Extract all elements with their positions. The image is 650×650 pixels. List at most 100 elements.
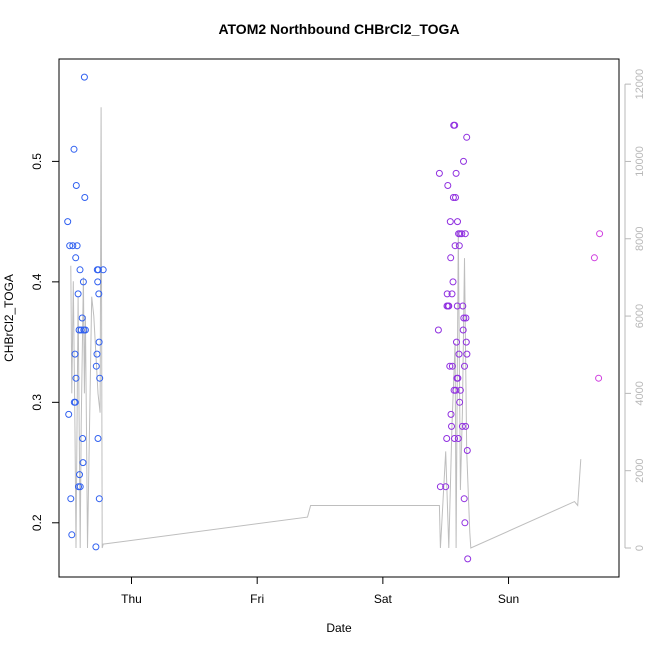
data-point bbox=[452, 194, 459, 201]
data-point bbox=[74, 290, 82, 298]
data-point bbox=[72, 374, 80, 382]
y2-tick-label: 8000 bbox=[634, 227, 646, 251]
data-point bbox=[77, 326, 85, 334]
data-point bbox=[96, 374, 104, 382]
data-point bbox=[64, 218, 72, 226]
data-point bbox=[92, 543, 100, 551]
data-point bbox=[434, 326, 442, 334]
data-point bbox=[442, 483, 450, 491]
data-point bbox=[451, 121, 459, 129]
data-point bbox=[94, 278, 102, 286]
data-point bbox=[463, 447, 471, 454]
data-point bbox=[448, 290, 456, 298]
data-point bbox=[453, 338, 460, 346]
data-point bbox=[595, 374, 603, 382]
x-axis-label: Date bbox=[326, 621, 352, 635]
data-point bbox=[443, 435, 451, 442]
data-point bbox=[454, 374, 462, 382]
y-tick-label: 0.2 bbox=[30, 514, 44, 531]
y-axis-label: CHBrCl2_TOGA bbox=[2, 274, 16, 362]
secondary-series-line bbox=[70, 107, 582, 549]
y-tick-label: 0.3 bbox=[30, 394, 44, 411]
data-point bbox=[94, 266, 102, 274]
data-point bbox=[463, 350, 471, 358]
data-point bbox=[92, 362, 100, 370]
data-point bbox=[460, 157, 467, 165]
y2-tick-label: 6000 bbox=[634, 304, 646, 328]
data-point bbox=[67, 495, 75, 503]
data-point bbox=[76, 266, 84, 274]
x-tick-label: Thu bbox=[121, 592, 142, 606]
data-point bbox=[76, 471, 83, 479]
points-group bbox=[64, 73, 604, 563]
y2-tick-label: 2000 bbox=[634, 458, 646, 482]
data-point bbox=[447, 254, 455, 262]
data-point bbox=[444, 182, 452, 189]
data-point bbox=[452, 169, 460, 177]
data-point bbox=[448, 362, 456, 370]
y2-tick-label: 12000 bbox=[634, 69, 646, 100]
x-tick-label: Sat bbox=[374, 592, 393, 606]
secondary-line-group bbox=[70, 107, 582, 549]
data-point bbox=[95, 338, 103, 346]
data-point bbox=[93, 350, 101, 358]
data-point bbox=[79, 435, 87, 442]
data-point bbox=[69, 242, 77, 250]
data-point bbox=[460, 495, 468, 503]
data-point bbox=[454, 218, 461, 226]
data-point bbox=[451, 242, 459, 250]
data-point bbox=[71, 350, 79, 358]
data-point bbox=[79, 459, 87, 467]
x-tick-label: Fri bbox=[250, 592, 264, 606]
y-axis-left: 0.2 0.3 0.4 0.5 bbox=[30, 153, 60, 531]
data-point bbox=[70, 145, 78, 153]
data-point bbox=[446, 362, 454, 370]
data-point bbox=[461, 519, 469, 527]
data-point bbox=[458, 230, 466, 238]
data-point bbox=[590, 254, 598, 262]
y-axis-right: 0 2000 4000 6000 8000 10000 12000 bbox=[624, 69, 646, 551]
data-point bbox=[66, 242, 74, 250]
data-point bbox=[443, 290, 451, 298]
y2-tick-label: 4000 bbox=[634, 381, 646, 405]
data-point bbox=[459, 326, 467, 334]
data-point bbox=[94, 435, 102, 442]
data-point bbox=[436, 483, 444, 491]
y2-tick-label: 10000 bbox=[634, 146, 646, 177]
data-point bbox=[446, 218, 454, 226]
data-point bbox=[71, 398, 79, 406]
chart-title: ATOM2 Northbound CHBrCl2_TOGA bbox=[218, 21, 459, 37]
data-point bbox=[95, 290, 103, 298]
data-point bbox=[458, 422, 466, 430]
data-point bbox=[451, 435, 458, 442]
data-point bbox=[78, 314, 86, 322]
data-point bbox=[455, 242, 463, 250]
data-point bbox=[72, 254, 80, 262]
data-point bbox=[79, 278, 87, 286]
y2-tick-label: 0 bbox=[634, 545, 646, 551]
data-point bbox=[454, 435, 462, 442]
data-point bbox=[435, 169, 443, 177]
data-point bbox=[99, 266, 107, 274]
data-point bbox=[459, 302, 467, 310]
data-point bbox=[456, 386, 464, 394]
data-point bbox=[463, 133, 471, 141]
data-point bbox=[461, 230, 469, 238]
data-point bbox=[461, 362, 468, 370]
x-tick-label: Sun bbox=[498, 592, 519, 606]
data-point bbox=[456, 398, 464, 406]
data-point bbox=[462, 422, 470, 430]
data-point bbox=[462, 314, 470, 322]
y-tick-label: 0.4 bbox=[30, 273, 44, 290]
data-point bbox=[449, 194, 457, 201]
data-point bbox=[596, 230, 604, 238]
data-point bbox=[452, 386, 460, 394]
data-point bbox=[449, 278, 457, 286]
data-point bbox=[72, 182, 80, 189]
data-point bbox=[445, 302, 453, 310]
data-point bbox=[76, 483, 84, 491]
data-point bbox=[462, 338, 470, 346]
x-axis-bottom: Thu Fri Sat Sun bbox=[121, 576, 519, 606]
